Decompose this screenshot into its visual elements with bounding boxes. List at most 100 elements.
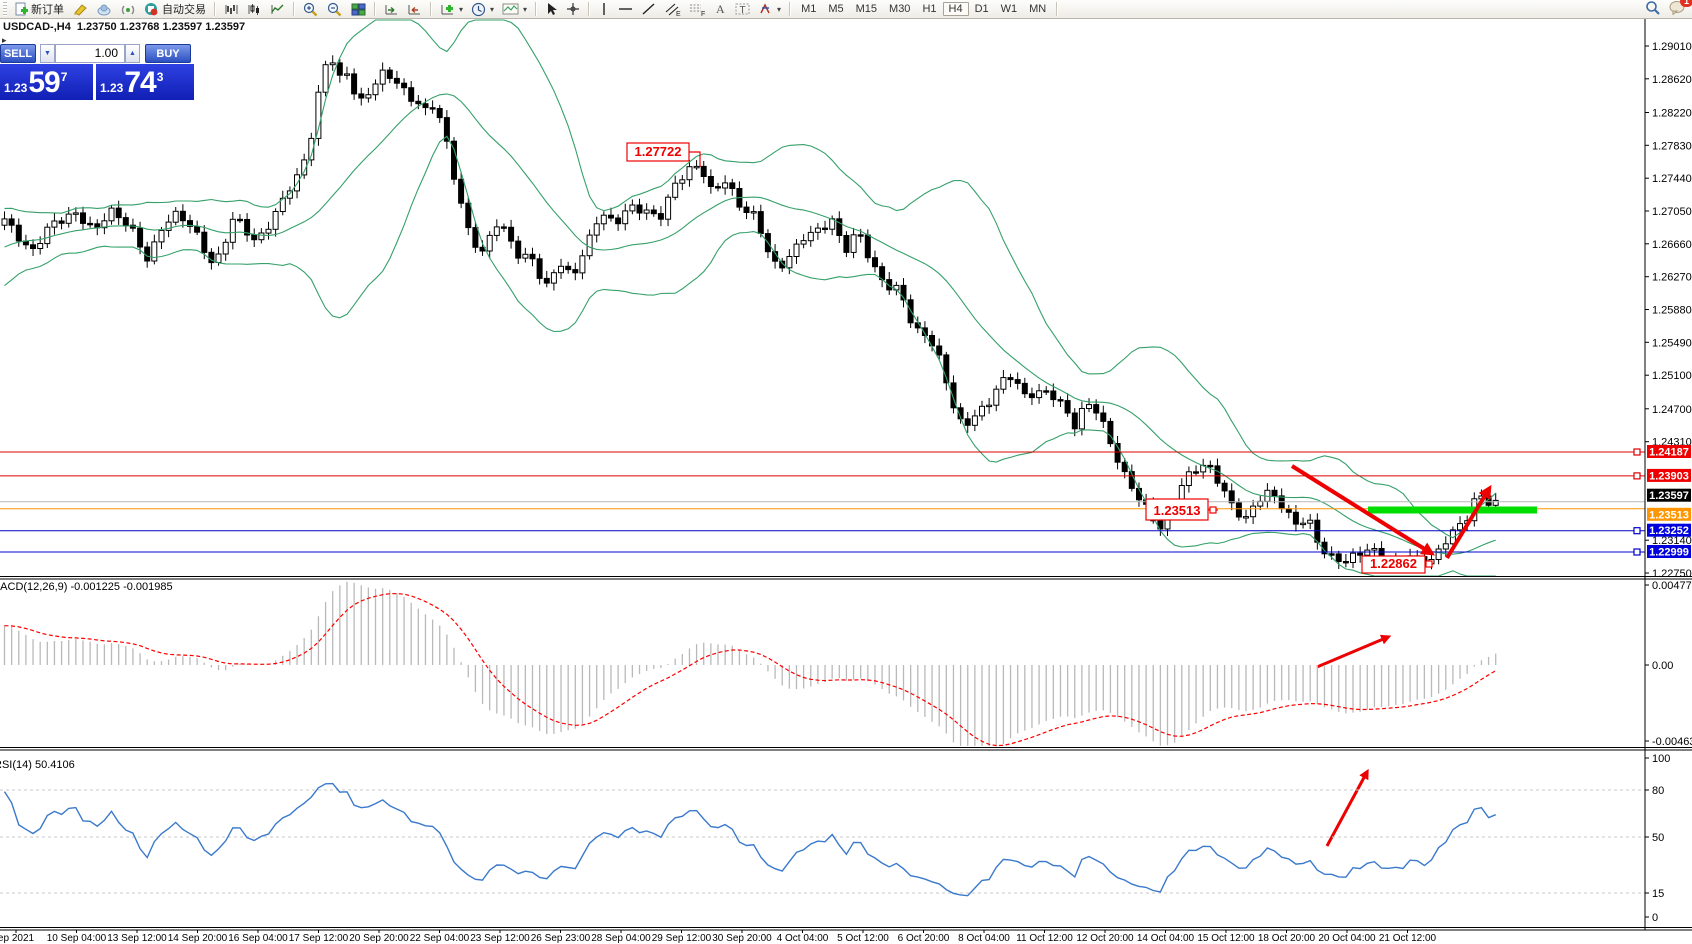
signal-icon[interactable] — [117, 1, 139, 17]
time-axis-label: 14 Oct 04:00 — [1137, 933, 1195, 944]
timeframe-m5[interactable]: M5 — [828, 3, 844, 15]
trendline-tool-icon[interactable] — [638, 1, 659, 17]
time-axis-label: 20 Sep 20:00 — [349, 933, 409, 944]
autotrading-icon — [144, 2, 159, 16]
fibonacci-tool-icon[interactable]: F — [686, 1, 709, 17]
volume-decrease-button[interactable]: ▼ — [40, 44, 55, 63]
autotrading-label: 自动交易 — [162, 4, 206, 16]
axis-tick-label: 1.25100 — [1652, 370, 1692, 382]
red-trend-arrow[interactable] — [1325, 768, 1369, 847]
volume-increase-button[interactable]: ▲ — [125, 44, 140, 63]
new-order-button[interactable]: 新订单 — [11, 1, 67, 17]
axis-tick-label: 0.00 — [1652, 660, 1673, 672]
callout-box[interactable] — [626, 142, 690, 162]
price-badge-text: 1.24187 — [1649, 447, 1689, 459]
chevron-down-icon: ▾ — [490, 4, 495, 14]
chevron-down-icon: ▾ — [777, 4, 782, 14]
price-badge — [1647, 445, 1691, 458]
text-tool-icon[interactable]: A — [711, 1, 730, 17]
red-trend-arrow[interactable] — [1445, 484, 1492, 560]
arrows-tool-icon[interactable]: ▾ — [755, 1, 784, 17]
sell-price-display[interactable]: 1.23 59 7 — [0, 64, 93, 100]
main-toolbar: 新订单 自动交易 ▾ ▾ ▾ E F A T ▾ — [0, 0, 1692, 19]
notifications-icon[interactable]: 1 — [1669, 0, 1692, 18]
time-axis-label: 11 Oct 12:00 — [1016, 933, 1073, 944]
rsi-line — [3, 782, 1496, 897]
search-icon[interactable] — [1645, 0, 1661, 19]
period-clock-icon[interactable]: ▾ — [468, 1, 497, 17]
axis-tick-label: 15 — [1652, 888, 1664, 900]
candlestick-chart-icon[interactable] — [244, 1, 265, 17]
one-click-collapse-arrow[interactable]: ▸ — [2, 35, 7, 45]
toolbar-separator — [789, 2, 792, 16]
toolbar-separator — [214, 2, 216, 16]
price-badge — [1647, 488, 1691, 502]
add-indicator-button[interactable]: ▾ — [437, 1, 466, 17]
publish-icon[interactable] — [93, 1, 115, 17]
channel-tool-icon[interactable]: E — [661, 1, 684, 17]
chart-shift-icon[interactable] — [404, 1, 425, 17]
bar-chart-icon[interactable] — [221, 1, 242, 17]
callout-box[interactable] — [1145, 498, 1209, 521]
axis-tick-label: -0.004637 — [1652, 736, 1692, 748]
bb-lower — [4, 135, 1496, 577]
line-handle[interactable] — [1633, 527, 1641, 535]
time-axis-label: ep 2021 — [0, 933, 35, 944]
callout-box[interactable] — [1361, 555, 1426, 574]
axis-tick-label: 1.26270 — [1652, 272, 1692, 284]
toolbar-grip[interactable] — [3, 2, 7, 16]
timeframe-mn[interactable]: MN — [1029, 3, 1047, 15]
time-axis-label: 28 Sep 04:00 — [591, 933, 651, 944]
time-axis-label: 13 Sep 12:00 — [107, 933, 167, 944]
time-axis-label: 20 Oct 04:00 — [1318, 933, 1376, 944]
horizontal-line-tool-icon[interactable] — [615, 1, 636, 17]
axis-tick-label: 1.29010 — [1652, 41, 1692, 53]
chart-template-icon[interactable]: ▾ — [499, 1, 530, 17]
time-axis: ep 2021 10 Sep 04:00 13 Sep 12:00 14 Sep 20… — [0, 930, 1437, 944]
sell-price-prefix: 1.23 — [4, 81, 28, 95]
tile-windows-icon[interactable] — [348, 1, 369, 17]
timeframe-h1[interactable]: H1 — [922, 3, 937, 15]
timeframe-m1[interactable]: M1 — [801, 3, 817, 15]
svg-text:F: F — [701, 11, 705, 17]
zoom-in-icon[interactable] — [300, 1, 322, 17]
timeframe-w1[interactable]: W1 — [1000, 3, 1018, 15]
axis-tick-label: 1.23140 — [1652, 535, 1692, 547]
new-order-label: 新订单 — [31, 4, 64, 16]
auto-scroll-icon[interactable] — [381, 1, 402, 17]
axis-tick-label: 1.28220 — [1652, 108, 1692, 120]
time-axis-label: 15 Oct 12:00 — [1197, 933, 1255, 944]
line-handle[interactable] — [1633, 472, 1641, 480]
time-axis-label: 14 Sep 20:00 — [168, 933, 228, 944]
axis-tick-label: 1.22750 — [1652, 568, 1692, 580]
timeframe-m15[interactable]: M15 — [855, 3, 878, 15]
time-axis-label: 10 Sep 04:00 — [47, 933, 107, 944]
text-label-tool-icon[interactable]: T — [732, 1, 753, 17]
crosshair-icon[interactable] — [563, 1, 583, 17]
red-trend-arrow[interactable] — [1290, 464, 1436, 556]
sell-price-sup: 7 — [60, 70, 68, 84]
volume-input[interactable]: 1.00 — [55, 44, 125, 63]
timeframe-h4[interactable]: H4 — [942, 2, 969, 16]
buy-button[interactable]: BUY — [145, 44, 191, 63]
time-axis-label: 6 Oct 20:00 — [898, 933, 950, 944]
cursor-icon[interactable] — [542, 1, 561, 17]
price-badge-text: 1.23513 — [1649, 509, 1689, 521]
buy-price-display[interactable]: 1.23 74 3 — [96, 64, 194, 100]
line-handle[interactable] — [1633, 448, 1641, 456]
line-handle[interactable] — [1633, 548, 1641, 556]
line-chart-icon[interactable] — [267, 1, 288, 17]
axis-tick-label: 1.27050 — [1652, 206, 1692, 218]
zoom-out-icon[interactable] — [324, 1, 346, 17]
highlighter-icon[interactable] — [69, 1, 91, 17]
price-badge — [1647, 523, 1691, 537]
red-trend-arrow[interactable] — [1316, 634, 1392, 669]
timeframe-m30[interactable]: M30 — [889, 3, 911, 15]
price-badges: 1.24187 1.23903 1.23597 1.23513 1.23252 1.229… — [1647, 445, 1691, 559]
vertical-line-tool-icon[interactable] — [595, 1, 613, 17]
chart-title: USDCAD-,H4 — [3, 21, 71, 33]
timeframe-d1[interactable]: D1 — [974, 3, 989, 15]
autotrading-button[interactable]: 自动交易 — [141, 1, 209, 17]
sell-button[interactable]: SELL — [0, 44, 36, 63]
